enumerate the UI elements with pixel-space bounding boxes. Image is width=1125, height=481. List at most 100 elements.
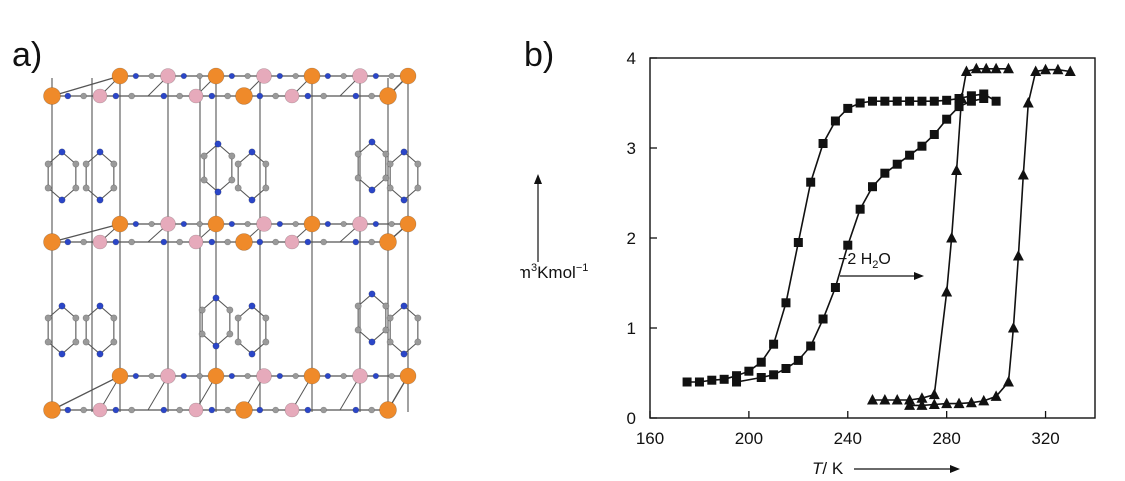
square-data-point [929,130,939,139]
nitrogen-atom [352,406,360,414]
nitrogen-atom [96,302,104,310]
carbon-atom [368,406,375,414]
nitrogen-atom [256,406,264,414]
metal-atom-pink [92,88,108,104]
nitrogen-atom [400,350,408,358]
carbon-atom [82,314,90,322]
carbon-atom [234,314,242,322]
carbon-atom [386,184,394,192]
carbon-atom [414,338,422,346]
triangle-data-point [1007,322,1019,333]
metal-atom-pink [256,368,272,384]
metal-atom-pink [160,368,176,384]
carbon-atom [320,406,327,414]
carbon-atom [148,372,155,380]
nitrogen-atom [304,92,312,100]
square-data-point [732,371,742,381]
nitrogen-atom [160,406,168,414]
carbon-atom [340,372,347,380]
square-data-point [781,364,791,373]
carbon-atom [200,152,208,160]
triangle-data-point [1052,63,1064,75]
x-tick-label: 160 [636,429,664,448]
iron-atom [399,67,417,85]
triangle-data-point [970,62,982,74]
triangle-data-point [960,65,972,76]
metal-atom-pink [256,68,272,84]
square-data-point [905,96,915,106]
carbon-atom [228,176,236,184]
carbon-atom [80,238,87,246]
nitrogen-atom [96,350,104,358]
carbon-atom [414,184,422,192]
nitrogen-atom [132,372,139,380]
carbon-atom [320,92,327,100]
carbon-atom [382,150,390,158]
nitrogen-atom [372,72,379,80]
carbon-atom [44,184,52,192]
carbon-atom [354,174,362,182]
carbon-atom [292,72,299,80]
square-data-point [818,139,828,148]
square-data-point [954,102,964,112]
x-axis-label: T/ K [812,459,844,478]
carbon-atom [72,184,80,192]
x-tick-label: 280 [932,429,960,448]
carbon-atom [414,160,422,168]
iron-atom [303,67,321,85]
carbon-atom [226,306,234,314]
nitrogen-atom [368,338,376,346]
y-tick-label: 1 [627,319,636,338]
iron-atom [111,67,129,85]
iron-atom [207,67,225,85]
nitrogen-atom [368,138,376,146]
iron-atom [235,233,253,251]
carbon-atom [82,338,90,346]
triangle-data-point [956,92,967,103]
nitrogen-atom [248,148,256,156]
nitrogen-atom [368,186,376,194]
carbon-atom [176,238,183,246]
nitrogen-atom [400,148,408,156]
iron-atom [43,233,61,251]
nitrogen-atom [212,294,220,302]
triangle-data-point [916,399,928,410]
nitrogen-atom [324,72,331,80]
nitrogen-atom [180,220,187,228]
carbon-atom [128,406,135,414]
carbon-atom [80,92,87,100]
square-data-point [719,374,729,384]
triangle-data-point [953,397,965,409]
carbon-atom [72,314,80,322]
iron-atom [43,87,61,105]
carbon-atom [354,326,362,334]
square-data-point [830,283,840,292]
nitrogen-atom [64,406,72,414]
nitrogen-atom [160,238,168,246]
triangle-series-line [872,68,1009,401]
square-data-point [818,314,828,324]
square-data-point [769,339,779,349]
square-data-point [929,96,939,106]
nitrogen-atom [256,92,264,100]
triangle-data-point [1022,97,1034,108]
carbon-atom [234,184,242,192]
iron-atom [235,87,253,105]
nitrogen-atom [64,238,72,246]
x-axis-ticks: 160 200 240 280 320 [636,411,1060,448]
carbon-atom [386,160,394,168]
x-axis-arrowhead [950,465,960,473]
crystal-structure-illustration: a) [12,36,422,419]
metal-atom-pink [188,402,204,418]
carbon-atom [388,372,395,380]
metal-atom-pink [160,68,176,84]
triangle-series-line [909,68,1071,407]
nitrogen-atom [58,148,66,156]
triangle-data-point [1002,376,1014,387]
carbon-atom [196,72,203,80]
triangle-data-point [980,62,992,74]
square-data-point [966,91,976,101]
nitrogen-atom [248,302,256,310]
nitrogen-atom [64,92,72,100]
